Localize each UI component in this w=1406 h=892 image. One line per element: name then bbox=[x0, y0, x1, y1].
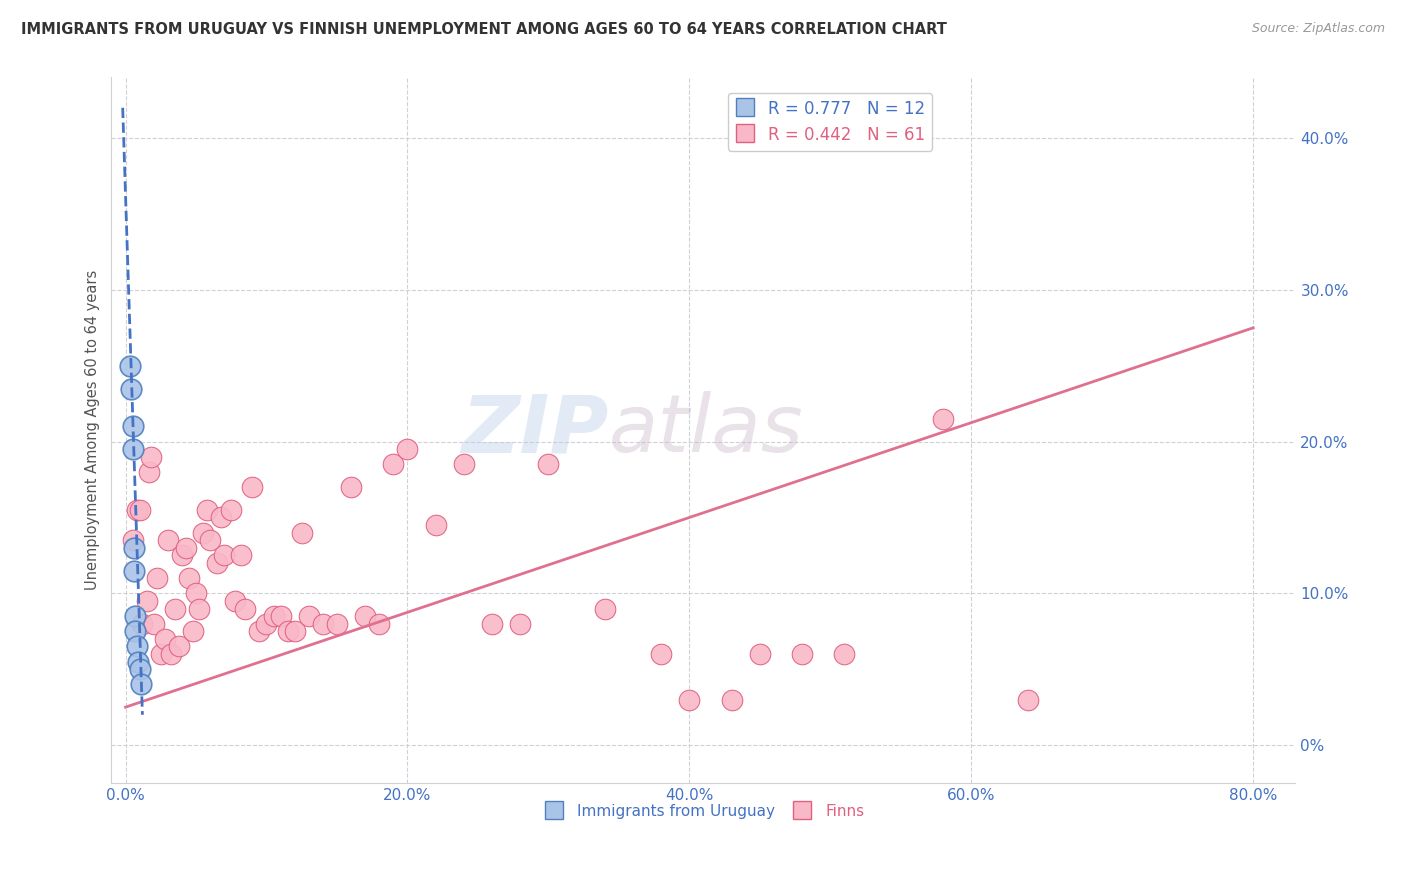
Point bbox=[277, 624, 299, 639]
Point bbox=[382, 458, 405, 472]
Point bbox=[195, 503, 218, 517]
Point bbox=[678, 692, 700, 706]
Point bbox=[284, 624, 307, 639]
Point bbox=[184, 586, 207, 600]
Point bbox=[340, 480, 363, 494]
Point bbox=[396, 442, 419, 457]
Point bbox=[125, 503, 148, 517]
Point bbox=[170, 549, 193, 563]
Text: IMMIGRANTS FROM URUGUAY VS FINNISH UNEMPLOYMENT AMONG AGES 60 TO 64 YEARS CORREL: IMMIGRANTS FROM URUGUAY VS FINNISH UNEMP… bbox=[21, 22, 948, 37]
Point bbox=[229, 549, 252, 563]
Point bbox=[932, 412, 955, 426]
Point bbox=[153, 632, 176, 646]
Legend: Immigrants from Uruguay, Finns: Immigrants from Uruguay, Finns bbox=[536, 797, 870, 825]
Point bbox=[191, 525, 214, 540]
Point bbox=[128, 662, 150, 676]
Point bbox=[537, 458, 560, 472]
Point bbox=[181, 624, 204, 639]
Point bbox=[354, 609, 377, 624]
Point bbox=[650, 647, 672, 661]
Point bbox=[121, 442, 143, 457]
Point bbox=[145, 571, 167, 585]
Point bbox=[135, 594, 157, 608]
Point bbox=[291, 525, 314, 540]
Point bbox=[219, 503, 242, 517]
Point bbox=[224, 594, 246, 608]
Point bbox=[120, 382, 142, 396]
Point bbox=[125, 640, 148, 654]
Point bbox=[187, 601, 209, 615]
Point bbox=[312, 616, 335, 631]
Point bbox=[256, 616, 278, 631]
Point bbox=[129, 677, 152, 691]
Y-axis label: Unemployment Among Ages 60 to 64 years: Unemployment Among Ages 60 to 64 years bbox=[86, 270, 100, 591]
Point bbox=[1017, 692, 1039, 706]
Point bbox=[124, 609, 146, 624]
Point bbox=[720, 692, 742, 706]
Point bbox=[139, 450, 162, 464]
Point bbox=[481, 616, 503, 631]
Point bbox=[118, 359, 141, 373]
Point bbox=[263, 609, 285, 624]
Point bbox=[122, 564, 145, 578]
Point bbox=[249, 624, 271, 639]
Point bbox=[509, 616, 531, 631]
Point bbox=[167, 640, 190, 654]
Point bbox=[212, 549, 235, 563]
Point bbox=[453, 458, 475, 472]
Point bbox=[209, 510, 232, 524]
Point bbox=[270, 609, 292, 624]
Point bbox=[142, 616, 165, 631]
Text: atlas: atlas bbox=[609, 392, 803, 469]
Point bbox=[790, 647, 813, 661]
Point bbox=[138, 465, 160, 479]
Point bbox=[593, 601, 616, 615]
Point bbox=[163, 601, 186, 615]
Point bbox=[127, 655, 149, 669]
Point bbox=[159, 647, 181, 661]
Text: ZIP: ZIP bbox=[461, 392, 609, 469]
Point bbox=[748, 647, 770, 661]
Point bbox=[233, 601, 256, 615]
Point bbox=[131, 616, 153, 631]
Point bbox=[156, 533, 179, 548]
Point bbox=[174, 541, 197, 555]
Point bbox=[198, 533, 221, 548]
Point bbox=[122, 541, 145, 555]
Point bbox=[298, 609, 321, 624]
Point bbox=[124, 624, 146, 639]
Point bbox=[121, 533, 143, 548]
Point bbox=[177, 571, 200, 585]
Text: Source: ZipAtlas.com: Source: ZipAtlas.com bbox=[1251, 22, 1385, 36]
Point bbox=[326, 616, 349, 631]
Point bbox=[205, 556, 228, 570]
Point bbox=[149, 647, 172, 661]
Point bbox=[425, 518, 447, 533]
Point bbox=[128, 503, 150, 517]
Point bbox=[121, 419, 143, 434]
Point bbox=[368, 616, 391, 631]
Point bbox=[834, 647, 856, 661]
Point bbox=[240, 480, 263, 494]
